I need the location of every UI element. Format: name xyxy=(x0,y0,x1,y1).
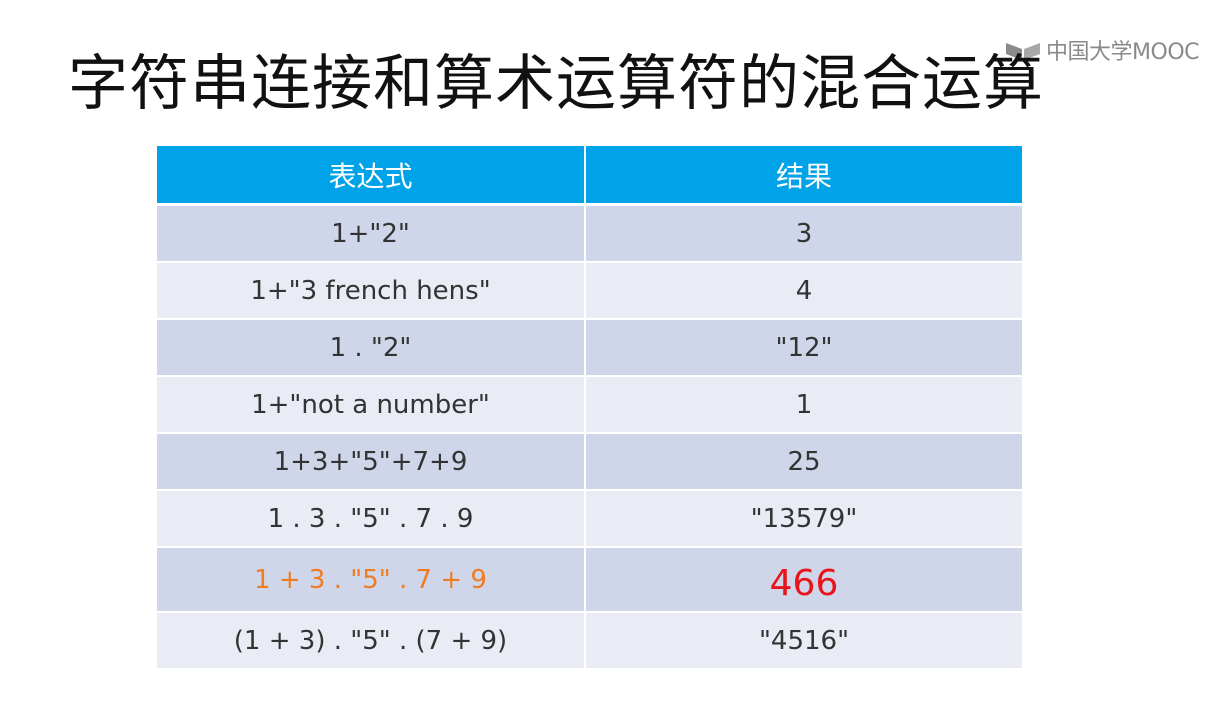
expression-cell: 1 . "2" xyxy=(157,319,586,377)
table-row-highlighted: 1 + 3 . "5" . 7 + 9 466 xyxy=(157,547,1022,613)
mooc-logo-icon xyxy=(1004,39,1042,61)
expression-cell: 1+"2" xyxy=(157,204,586,263)
table-header-row: 表达式 结果 xyxy=(157,146,1022,206)
table-row: 1 . "2" "12" xyxy=(157,319,1022,377)
result-cell-highlighted: 466 xyxy=(585,547,1022,613)
table-row: 1+"3 french hens" 4 xyxy=(157,262,1022,320)
expression-cell: (1 + 3) . "5" . (7 + 9) xyxy=(157,612,586,670)
expression-cell: 1 . 3 . "5" . 7 . 9 xyxy=(157,490,586,548)
result-cell: "4516" xyxy=(585,612,1022,670)
table-row: 1+3+"5"+7+9 25 xyxy=(157,433,1022,491)
expression-cell-highlighted: 1 + 3 . "5" . 7 + 9 xyxy=(157,547,586,613)
slide-title: 字符串连接和算术运算符的混合运算 xyxy=(68,49,1044,119)
result-cell: 4 xyxy=(585,262,1022,320)
expression-cell: 1+3+"5"+7+9 xyxy=(157,433,586,491)
header-expression: 表达式 xyxy=(157,146,586,206)
result-cell: "13579" xyxy=(585,490,1022,548)
result-cell: "12" xyxy=(585,319,1022,377)
mooc-watermark: 中国大学MOOC xyxy=(1004,34,1199,66)
table-row: (1 + 3) . "5" . (7 + 9) "4516" xyxy=(157,612,1022,670)
expression-cell: 1+"not a number" xyxy=(157,376,586,434)
header-result: 结果 xyxy=(585,146,1022,206)
table-row: 1+"not a number" 1 xyxy=(157,376,1022,434)
result-cell: 3 xyxy=(585,204,1022,263)
table-row: 1+"2" 3 xyxy=(157,204,1022,263)
table-row: 1 . 3 . "5" . 7 . 9 "13579" xyxy=(157,490,1022,548)
result-cell: 25 xyxy=(585,433,1022,491)
expression-cell: 1+"3 french hens" xyxy=(157,262,586,320)
operator-results-table: 表达式 结果 1+"2" 3 1+"3 french hens" 4 1 . "… xyxy=(157,146,1022,670)
result-cell: 1 xyxy=(585,376,1022,434)
watermark-text: 中国大学MOOC xyxy=(1046,40,1199,65)
